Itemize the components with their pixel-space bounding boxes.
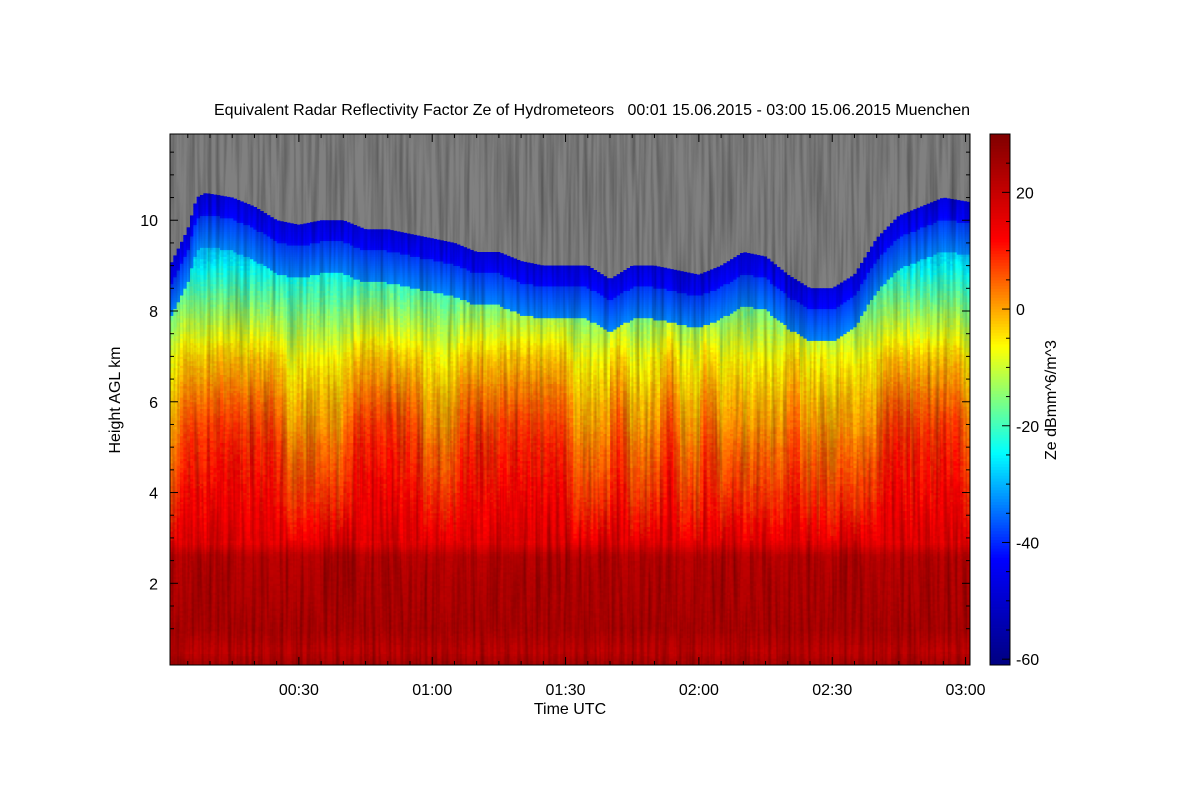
plot-area	[170, 134, 970, 665]
chart-title: Equivalent Radar Reflectivity Factor Ze …	[214, 102, 970, 119]
